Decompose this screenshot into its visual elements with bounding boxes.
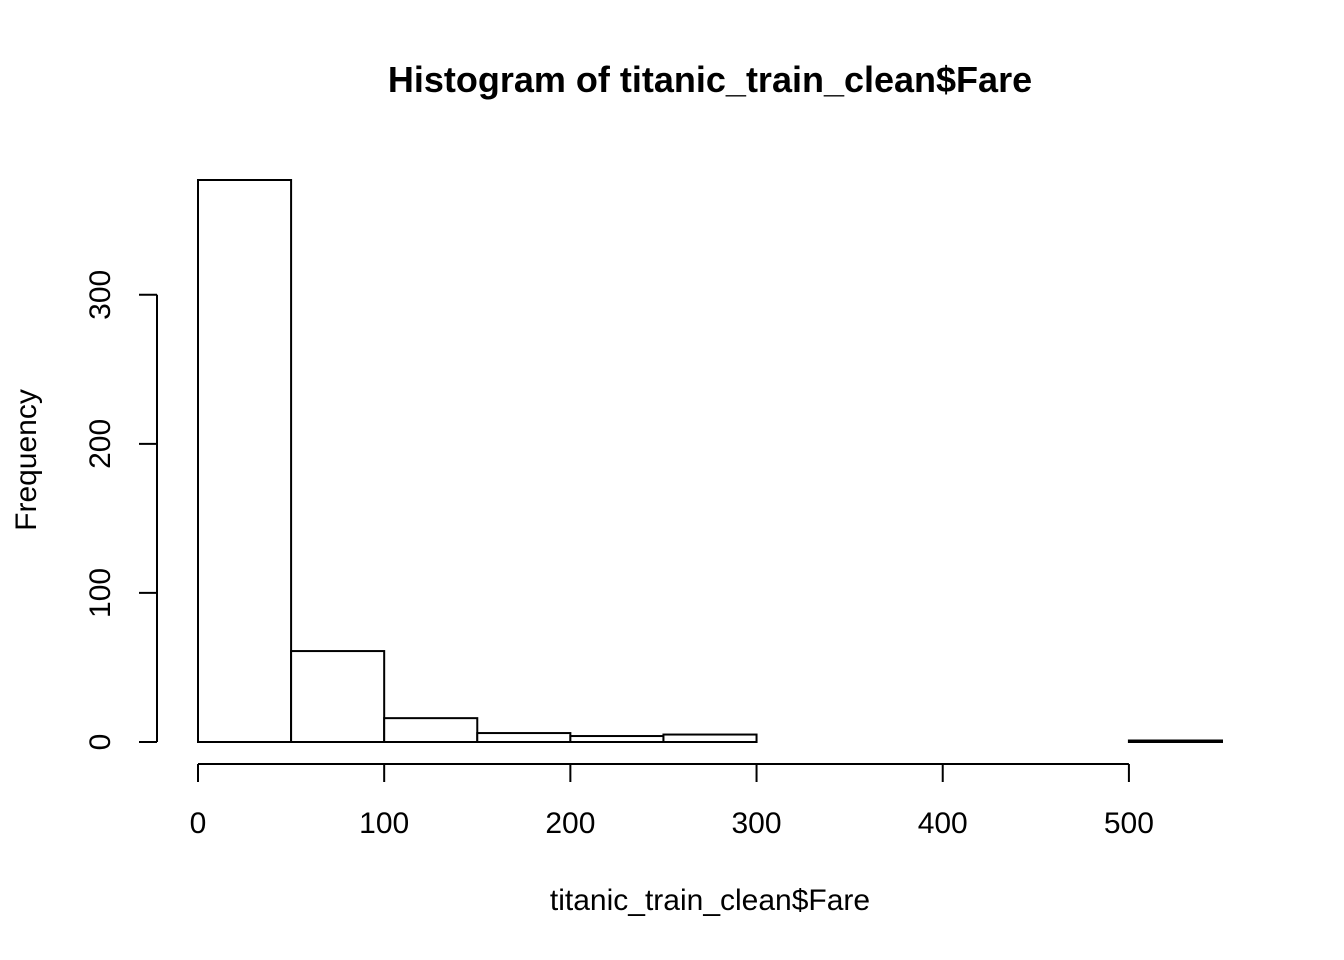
histogram-bars: [197, 179, 1223, 744]
x-axis: 0 100 200 300 400 500: [190, 763, 1154, 840]
x-tick-label-5: 500: [1104, 807, 1154, 840]
chart-title: Histogram of titanic_train_clean$Fare: [388, 59, 1032, 100]
y-tick-label-3: 300: [84, 270, 117, 320]
x-tick-label-4: 400: [918, 807, 968, 840]
histogram-bar-10: [1127, 739, 1223, 743]
y-axis: 0 100 200 300: [84, 270, 158, 751]
histogram-bar-5: [662, 733, 758, 744]
histogram-bar-0: [197, 179, 293, 743]
histogram-bar-3: [476, 732, 572, 744]
y-tick-label-0: 0: [84, 734, 117, 751]
x-axis-label: titanic_train_clean$Fare: [550, 884, 870, 917]
x-tick-label-1: 100: [359, 807, 409, 840]
y-axis-label: Frequency: [10, 389, 43, 531]
x-tick-label-3: 300: [732, 807, 782, 840]
histogram-bar-1: [290, 650, 386, 743]
y-tick-label-1: 100: [84, 568, 117, 618]
x-tick-label-2: 200: [545, 807, 595, 840]
histogram-bar-4: [569, 735, 665, 743]
x-tick-label-0: 0: [190, 807, 207, 840]
y-tick-label-2: 200: [84, 419, 117, 469]
histogram-bar-2: [383, 717, 479, 744]
